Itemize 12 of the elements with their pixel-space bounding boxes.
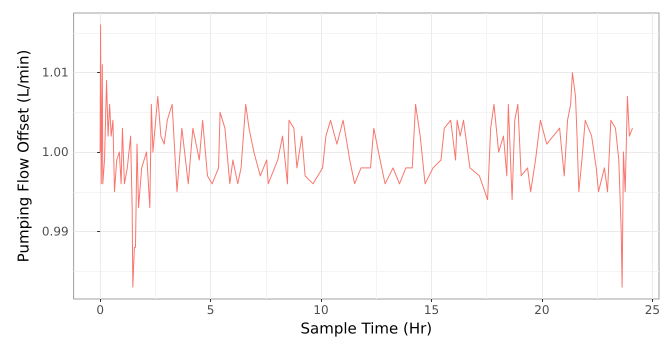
- y-tick-label: 1.00: [42, 145, 69, 160]
- y-tick-label: 1.01: [42, 66, 69, 80]
- y-axis-title: Pumping Flow Offset (L/min): [14, 50, 32, 262]
- x-axis-title: Sample Time (Hr): [300, 320, 432, 338]
- x-tick-label: 10: [313, 303, 329, 317]
- x-tick-label: 20: [534, 303, 550, 317]
- x-tick-label: 5: [206, 303, 214, 317]
- line-series: [100, 24, 633, 288]
- x-tick-label: 25: [644, 303, 660, 317]
- y-tick-label: 0.99: [42, 224, 69, 238]
- x-tick-label: 15: [424, 303, 440, 317]
- x-tick-label: 0: [96, 303, 104, 317]
